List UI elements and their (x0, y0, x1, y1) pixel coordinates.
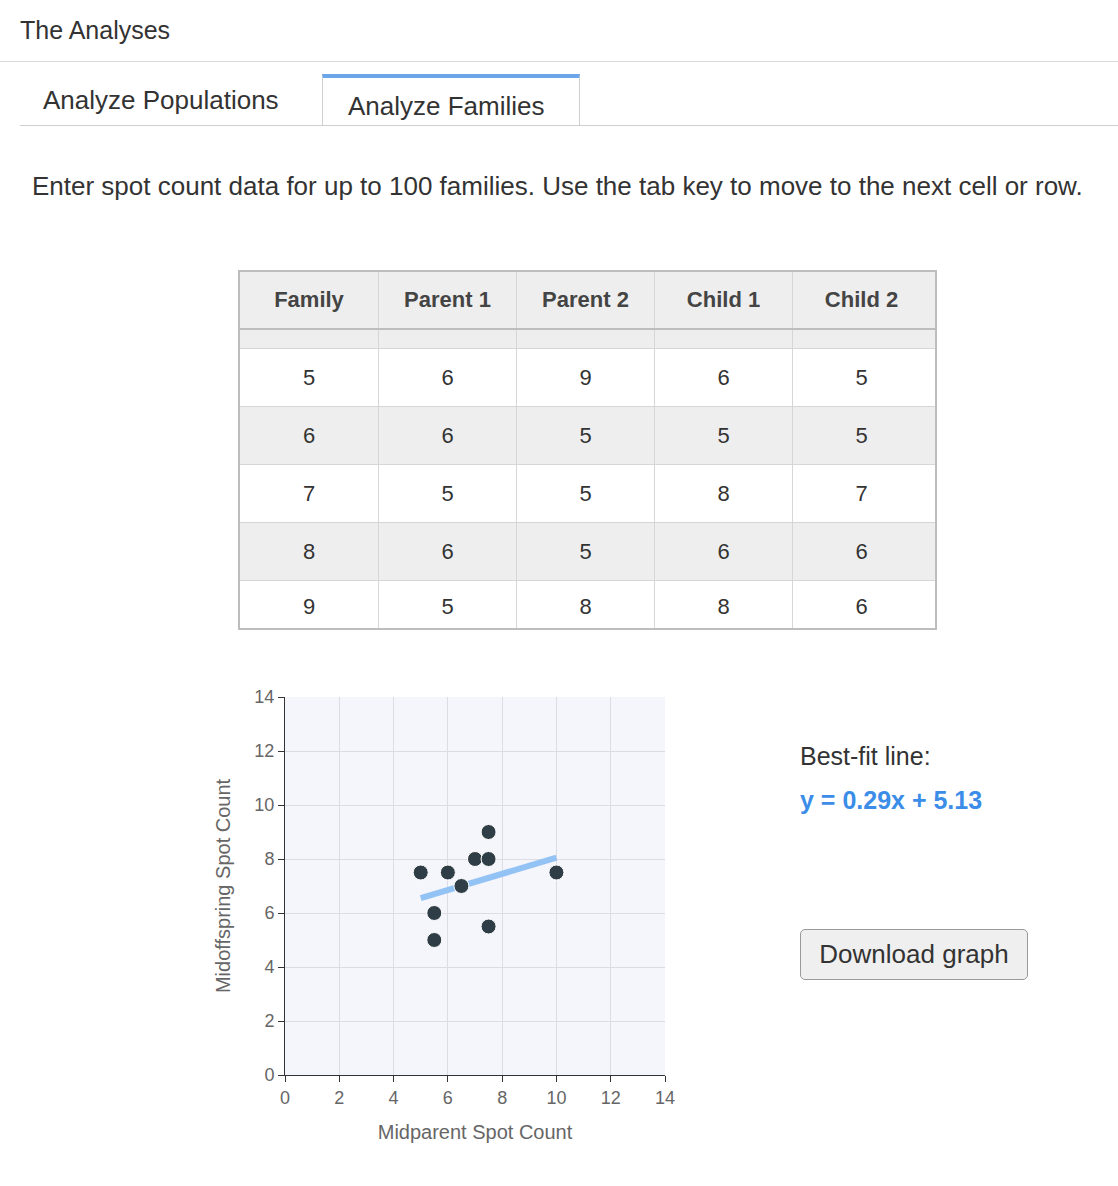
html-text:Child 1: Child 1 (686, 287, 761, 312)
html-text:8: 8 (717, 481, 730, 506)
html-text:6: 6 (441, 423, 454, 448)
html-text:7: 7 (855, 481, 868, 506)
html-text:6: 6 (302, 423, 316, 448)
svg-text:Midparent Spot Count: Midparent Spot Count (378, 1121, 573, 1143)
html-text:6: 6 (717, 365, 730, 390)
html-text:Parent 1: Parent 1 (404, 287, 491, 312)
svg-text:14: 14 (254, 687, 274, 707)
svg-text:2: 2 (334, 1088, 344, 1108)
html-text:6: 6 (717, 539, 730, 564)
html-text:5: 5 (579, 423, 592, 448)
html-text:Download graph: Download graph (819, 939, 1009, 969)
html-text:5: 5 (441, 594, 454, 619)
html-text:6: 6 (855, 539, 868, 564)
html-text:7: 7 (302, 481, 316, 506)
html-text:5: 5 (717, 423, 730, 448)
html-text:Analyze Families: Analyze Families (348, 91, 545, 121)
html-text:5: 5 (855, 365, 868, 390)
svg-text:8: 8 (264, 849, 274, 869)
html-text:8: 8 (302, 539, 316, 564)
html-text:The Analyses: The Analyses (20, 16, 171, 44)
html-text:5: 5 (302, 365, 316, 390)
html-text:6: 6 (855, 594, 868, 619)
svg-text:0: 0 (280, 1088, 290, 1108)
svg-text:4: 4 (264, 957, 274, 977)
html-text:6: 6 (441, 539, 454, 564)
svg-text:14: 14 (655, 1088, 675, 1108)
svg-text:Midoffspring Spot Count: Midoffspring Spot Count (212, 778, 234, 993)
html-text:5: 5 (579, 481, 592, 506)
svg-text:0: 0 (264, 1065, 274, 1085)
html-text:Analyze Populations: Analyze Populations (43, 85, 279, 115)
svg-text:4: 4 (389, 1088, 399, 1108)
svg-text:10: 10 (546, 1088, 566, 1108)
svg-text:10: 10 (254, 795, 274, 815)
html-text:5: 5 (855, 423, 868, 448)
html-text:Child 2: Child 2 (824, 287, 899, 312)
svg-text:12: 12 (254, 741, 274, 761)
html-text:y = 0.29x + 5.13: y = 0.29x + 5.13 (800, 786, 983, 814)
html-text:5: 5 (441, 481, 454, 506)
html-text:Parent 2: Parent 2 (542, 287, 629, 312)
svg-text:6: 6 (443, 1088, 453, 1108)
html-text:5: 5 (579, 539, 592, 564)
svg-text:12: 12 (601, 1088, 621, 1108)
svg-text:2: 2 (264, 1011, 274, 1031)
html-text:9: 9 (579, 365, 592, 390)
html-text:Family: Family (274, 287, 344, 312)
svg-text:8: 8 (497, 1088, 507, 1108)
html-text:6: 6 (441, 365, 454, 390)
svg-text:6: 6 (264, 903, 274, 923)
html-text:9: 9 (302, 594, 316, 619)
html-text:Best-fit line:: Best-fit line: (800, 742, 931, 770)
html-text:Enter spot count data for up t: Enter spot count data for up to 100 fami… (32, 171, 1083, 201)
html-text:8: 8 (579, 594, 592, 619)
html-text:8: 8 (717, 594, 730, 619)
